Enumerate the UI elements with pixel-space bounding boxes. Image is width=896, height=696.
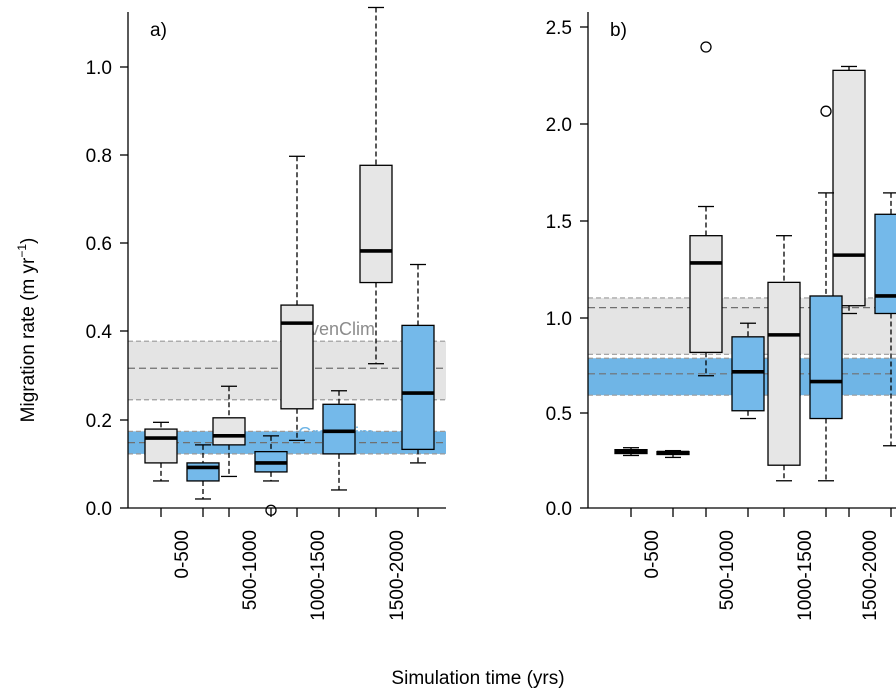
box-evenclim-500-1000 bbox=[689, 41, 723, 377]
y-tick-label: 0.4 bbox=[86, 322, 113, 343]
x-tick-label: 0-500 bbox=[172, 530, 193, 579]
box-evenclim-1000-1500 bbox=[767, 235, 801, 482]
y-tick-label: 1.0 bbox=[546, 309, 572, 330]
outlier-point bbox=[700, 41, 712, 53]
box-evenclim-1500-2000 bbox=[832, 65, 866, 315]
box-gradclim-0-500 bbox=[656, 449, 690, 459]
box-evenclim-500-1000 bbox=[212, 385, 246, 478]
box-iqr bbox=[809, 295, 843, 420]
y-tick-label: 0.5 bbox=[546, 404, 572, 425]
box-iqr bbox=[689, 235, 723, 354]
box-iqr bbox=[280, 304, 314, 410]
box-evenclim-0-500 bbox=[144, 421, 178, 482]
x-tick-label: 500-1000 bbox=[240, 530, 261, 610]
outlier-point bbox=[820, 105, 832, 117]
box-iqr bbox=[874, 213, 896, 315]
box-gradclim-1000-1500 bbox=[809, 105, 843, 482]
box-iqr bbox=[731, 336, 765, 412]
y-tick-label: 1.0 bbox=[86, 58, 112, 79]
x-axis-title: Simulation time (yrs) bbox=[391, 668, 564, 689]
y-tick-label: 1.5 bbox=[546, 212, 572, 233]
box-iqr bbox=[401, 324, 435, 451]
x-tick-label: 1000-1500 bbox=[308, 530, 329, 621]
panel-label: a) bbox=[150, 20, 167, 41]
x-tick-label: 0-500 bbox=[642, 530, 663, 579]
y-tick-label: 0.0 bbox=[86, 499, 112, 520]
box-gradclim-500-1000 bbox=[254, 435, 288, 516]
box-gradclim-1500-2000 bbox=[401, 263, 435, 464]
box-iqr bbox=[832, 69, 866, 307]
box-evenclim-0-500 bbox=[614, 447, 648, 457]
box-gradclim-500-1000 bbox=[731, 322, 765, 420]
band-label-evenclim: EvenClim bbox=[298, 319, 375, 339]
box-iqr bbox=[186, 462, 220, 482]
x-tick-label: 1500-2000 bbox=[387, 530, 408, 621]
box-evenclim-1000-1500 bbox=[280, 155, 314, 442]
box-evenclim-1500-2000 bbox=[359, 6, 393, 365]
y-tick-label: 0.2 bbox=[86, 411, 112, 432]
x-tick-label: 500-1000 bbox=[717, 530, 738, 610]
box-iqr bbox=[212, 417, 246, 446]
y-axis-title: Migration rate (m yr−1) bbox=[15, 238, 39, 423]
y-tick-label: 0.8 bbox=[86, 146, 112, 167]
x-tick-label: 1000-1500 bbox=[795, 530, 816, 621]
y-tick-label: 0.6 bbox=[86, 234, 112, 255]
panel-a: EvenClimGradClim0.00.20.40.60.81.00-5005… bbox=[86, 6, 446, 621]
box-gradclim-1500-2000 bbox=[874, 192, 896, 447]
box-iqr bbox=[359, 164, 393, 284]
box-iqr bbox=[144, 428, 178, 464]
y-tick-label: 0.0 bbox=[546, 499, 572, 520]
box-iqr bbox=[322, 403, 356, 455]
box-gradclim-0-500 bbox=[186, 444, 220, 500]
x-tick-label: 1500-2000 bbox=[860, 530, 881, 621]
y-tick-label: 2.0 bbox=[546, 115, 572, 136]
box-iqr bbox=[767, 281, 801, 466]
box-gradclim-1000-1500 bbox=[322, 390, 356, 491]
y-tick-label: 2.5 bbox=[546, 18, 572, 39]
panel-b: 0.0 0.5 1.0 1.5 2.0 2.5 0-500 500-1000 1000-1500… bbox=[546, 12, 896, 621]
panel-label: b) bbox=[610, 20, 627, 41]
